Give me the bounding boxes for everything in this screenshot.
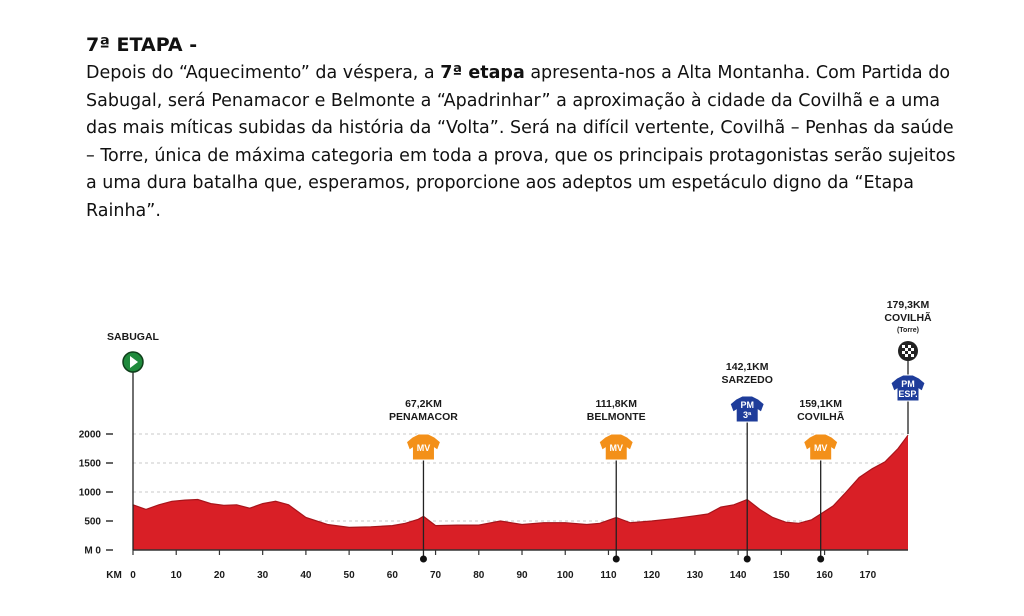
finish-jersey-text-0: PM — [901, 379, 915, 389]
finish-jersey-text-1: ESP. — [898, 389, 917, 399]
waypoint-jersey-3: MV — [803, 433, 839, 461]
stage-title: 7ª ETAPA - — [86, 34, 198, 56]
finish-flag-icon — [898, 341, 918, 361]
waypoint-place-0: PENAMACOR — [389, 411, 458, 423]
stage-paragraph: Depois do “Aquecimento” da véspera, a 7ª… — [86, 60, 966, 226]
y-tick-label-500: 500 — [84, 517, 101, 528]
finish-flag-cell — [908, 351, 911, 354]
elevation-area — [132, 434, 909, 551]
x-tick-label-10: 10 — [171, 570, 183, 581]
y-tick-label-0: M 0 — [84, 546, 101, 557]
waypoint-place-2: SARZEDO — [722, 374, 773, 386]
waypoint-km-1: 111,8KM — [596, 398, 638, 410]
start-label: SABUGAL — [107, 331, 160, 343]
x-tick-label-120: 120 — [643, 570, 660, 581]
x-tick-label-140: 140 — [730, 570, 747, 581]
x-tick-label-150: 150 — [773, 570, 790, 581]
x-axis-label: KM — [106, 570, 122, 581]
paragraph-bold-stage: 7ª etapa — [440, 63, 525, 83]
x-tick-label-20: 20 — [214, 570, 226, 581]
x-tick-label-50: 50 — [344, 570, 356, 581]
waypoint-dot-0 — [419, 555, 427, 563]
waypoint-jersey-1-text-0: MV — [609, 443, 623, 453]
stage-description: 7ª ETAPA - Depois do “Aquecimento” da vé… — [86, 32, 966, 226]
finish-jersey-shape — [890, 374, 926, 402]
waypoint-km-0: 67,2KM — [405, 398, 442, 410]
waypoint-jersey-2-shape — [729, 395, 765, 423]
waypoint-jersey-0-text-0: MV — [417, 443, 431, 453]
finish-flag-cell — [911, 348, 914, 351]
waypoint-jersey-0-shape — [405, 433, 442, 461]
waypoint-dot-3 — [817, 555, 825, 563]
waypoint-jersey-3-shape — [803, 433, 839, 461]
waypoint-dot-1 — [612, 555, 620, 563]
waypoint-place-3: COVILHÃ — [797, 410, 845, 423]
x-tick-label-80: 80 — [473, 570, 485, 581]
waypoint-km-2: 142,1KM — [726, 361, 769, 373]
x-tick-label-100: 100 — [557, 570, 574, 581]
x-tick-label-130: 130 — [687, 570, 704, 581]
waypoint-km-3: 159,1KM — [799, 398, 842, 410]
y-tick-label-2000: 2000 — [79, 430, 102, 441]
waypoint-jersey-2-text-0: PM — [740, 400, 754, 410]
axis-ticks: KM 0 10 20 30 40 50 60 70 80 90 100 110 120 130 140 150 1… — [106, 550, 877, 581]
waypoint-jersey-2-text-1: 3ª — [743, 410, 752, 420]
finish-place: COVILHÃ — [884, 311, 932, 324]
x-tick-label-70: 70 — [430, 570, 442, 581]
finish-flag-cell — [905, 354, 908, 357]
x-tick-label-60: 60 — [387, 570, 399, 581]
elevation-profile — [133, 435, 908, 550]
x-tick-label-0: 0 — [130, 570, 136, 581]
finish-sub: (Torre) — [897, 327, 919, 334]
y-tick-label-1500: 1500 — [79, 459, 102, 470]
paragraph-text-start: Depois do “Aquecimento” da véspera, a — [86, 63, 441, 83]
chart-axes: M 0 500 1000 1500 2000 — [79, 430, 908, 557]
paragraph-text-rest: apresenta-nos a Alta Montanha. Com Parti… — [86, 63, 956, 221]
x-tick-label-110: 110 — [600, 570, 617, 581]
x-tick-label-90: 90 — [516, 570, 528, 581]
finish-flag-cell — [902, 345, 905, 348]
y-tick-label-1000: 1000 — [79, 488, 102, 499]
waypoint-jersey-1: MV — [598, 433, 634, 461]
finish-flag-cell — [902, 351, 905, 354]
x-tick-label-170: 170 — [859, 570, 876, 581]
finish-flag-cell — [905, 348, 908, 351]
finish-flag-cell — [908, 345, 911, 348]
x-tick-label-160: 160 — [816, 570, 833, 581]
x-tick-label-30: 30 — [257, 570, 269, 581]
x-tick-label-40: 40 — [300, 570, 312, 581]
waypoint-jersey-0: MV — [405, 433, 442, 461]
waypoint-jersey-3-text-0: MV — [814, 443, 828, 453]
elevation-outline — [132, 434, 909, 529]
finish-km: 179,3KM — [887, 299, 930, 311]
waypoint-place-1: BELMONTE — [587, 411, 646, 423]
play-icon — [130, 356, 138, 368]
waypoint-jersey-1-shape — [598, 433, 634, 461]
waypoint-dot-2 — [743, 555, 751, 563]
finish-flag-cell — [911, 354, 914, 357]
